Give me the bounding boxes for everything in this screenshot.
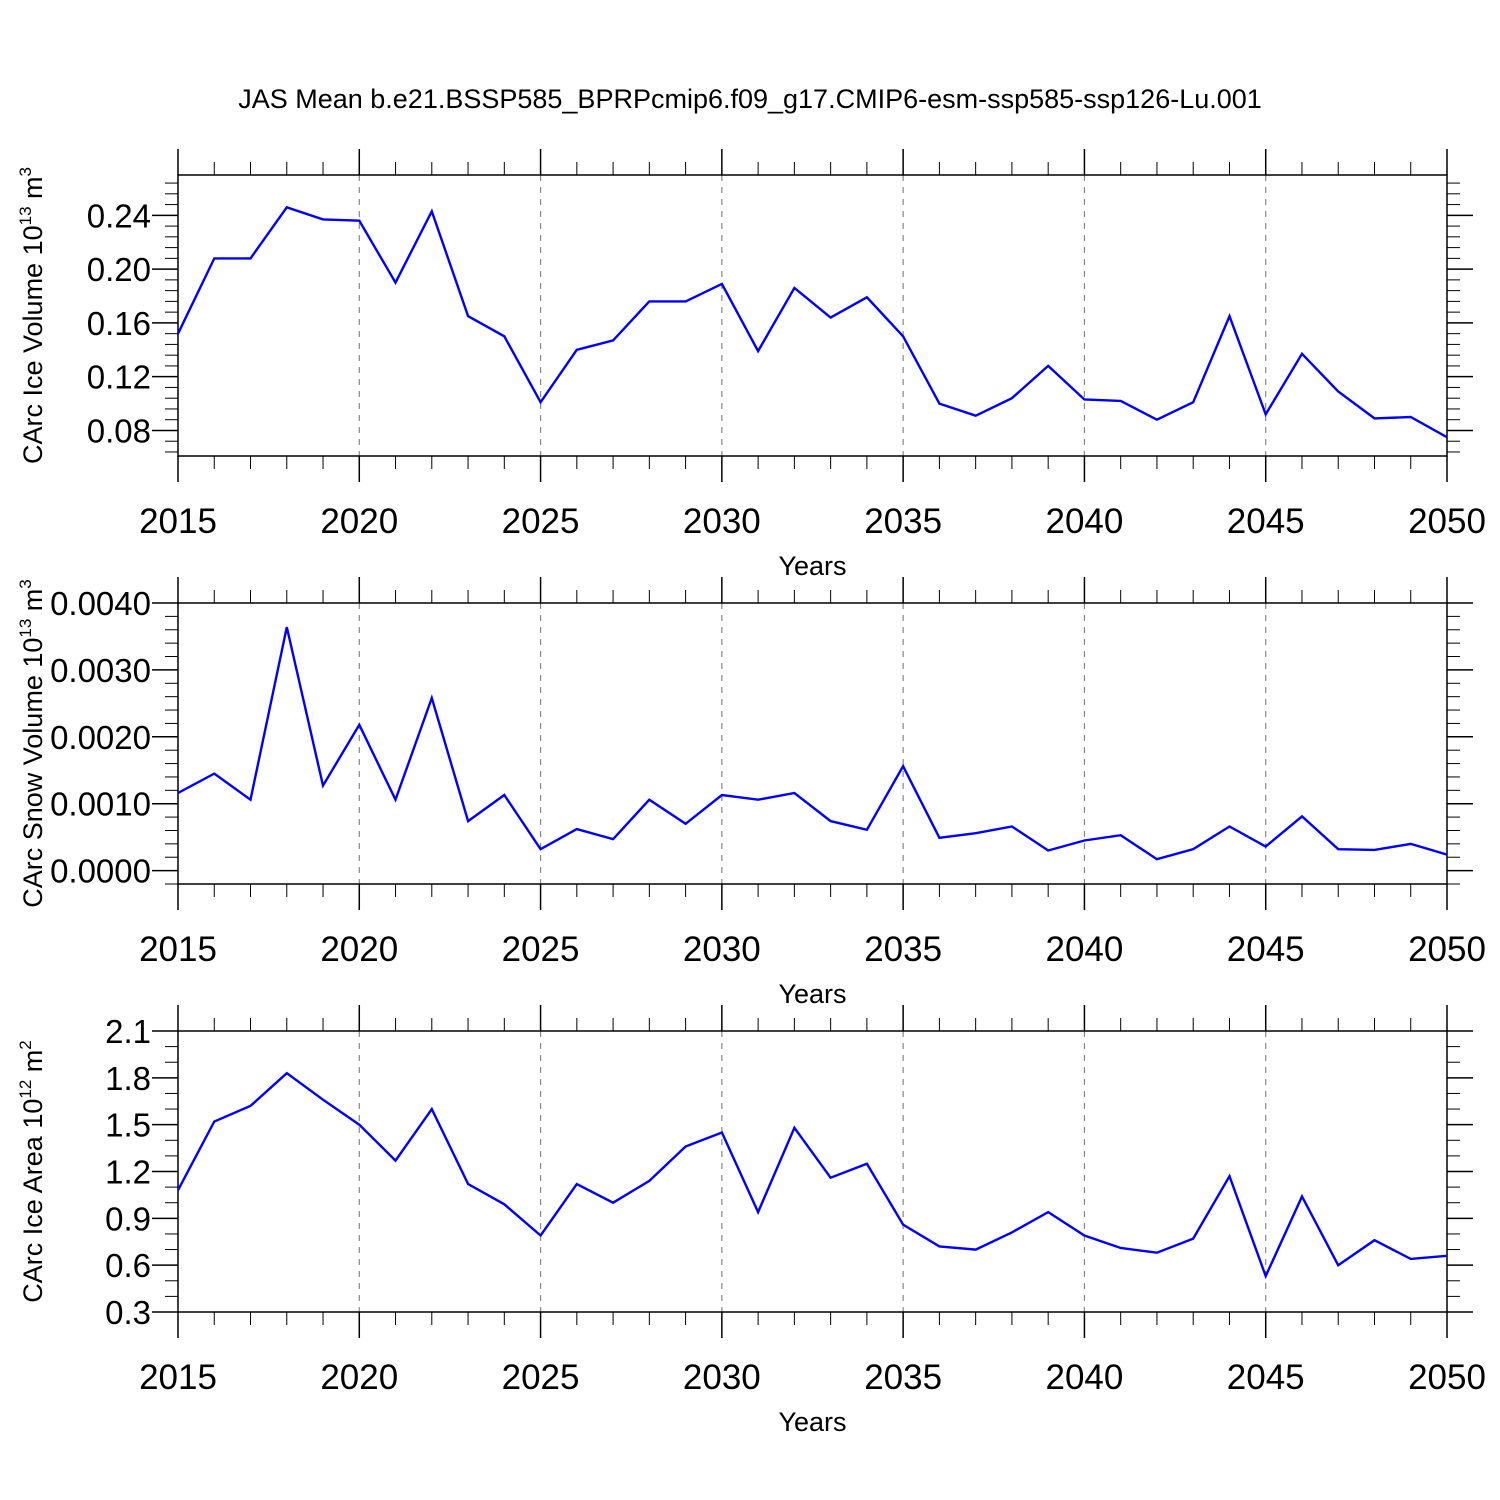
x-axis-title: Years bbox=[778, 1407, 846, 1437]
y-axis-title-part: 13 bbox=[16, 206, 35, 225]
x-tick-label: 2050 bbox=[1408, 1358, 1486, 1397]
x-axis-title: Years bbox=[778, 979, 846, 1009]
y-tick-label: 1.2 bbox=[105, 1154, 151, 1191]
plot-frame bbox=[177, 602, 1448, 885]
y-axis-title-part: m bbox=[18, 589, 48, 619]
series-line bbox=[178, 205, 1447, 439]
x-tick-label: 2030 bbox=[683, 930, 761, 969]
y-axis-title-part: m bbox=[18, 1050, 48, 1080]
x-tick-label: 2035 bbox=[864, 930, 942, 969]
y-axis-title: CArc Snow Volume 1013 m3 bbox=[16, 579, 48, 908]
y-tick-label: 1.8 bbox=[105, 1060, 151, 1097]
y-tick-label: 0.08 bbox=[87, 412, 151, 449]
chart-panel-1: 2015 2020 2025 2030 2035 2040 2045 2050 0.08 0.12… bbox=[16, 149, 1486, 581]
y-axis-title-part: m bbox=[18, 176, 48, 206]
series-line bbox=[178, 1071, 1447, 1280]
x-tick-label: 2045 bbox=[1227, 502, 1305, 541]
y-axis-title-part: 12 bbox=[16, 1080, 35, 1099]
y-tick-label: 0.12 bbox=[87, 359, 151, 396]
y-axis-title-part: 13 bbox=[16, 619, 35, 638]
x-tick-label: 2030 bbox=[683, 502, 761, 541]
y-axis-title-part: 2 bbox=[16, 1040, 35, 1049]
x-axis-title: Years bbox=[778, 551, 846, 581]
y-axis-title-part: 3 bbox=[16, 167, 35, 176]
plot-frame bbox=[177, 174, 1448, 457]
y-tick-label: 0.0040 bbox=[50, 585, 151, 622]
x-tick-label: 2050 bbox=[1408, 930, 1486, 969]
x-tick-label: 2025 bbox=[502, 1358, 580, 1397]
x-tick-label: 2045 bbox=[1227, 930, 1305, 969]
x-tick-label: 2040 bbox=[1045, 502, 1123, 541]
x-tick-label: 2030 bbox=[683, 1358, 761, 1397]
chart-panel-3: 2015 2020 2025 2030 2035 2040 2045 2050 0.3 0.6 0.… bbox=[16, 1005, 1486, 1437]
x-tick-label: 2035 bbox=[864, 1358, 942, 1397]
x-tick-label: 2040 bbox=[1045, 1358, 1123, 1397]
y-tick-label: 0.0010 bbox=[50, 786, 151, 823]
y-tick-label: 0.6 bbox=[105, 1247, 151, 1284]
y-tick-label: 0.0030 bbox=[50, 652, 151, 689]
x-tick-label: 2050 bbox=[1408, 502, 1486, 541]
chart-panel-2: 2015 2020 2025 2030 2035 2040 2045 2050 0.0000 0.… bbox=[16, 577, 1486, 1009]
x-tick-label: 2025 bbox=[502, 930, 580, 969]
y-tick-label: 0.9 bbox=[105, 1200, 151, 1237]
x-tick-label: 2020 bbox=[320, 1358, 398, 1397]
x-tick-label: 2045 bbox=[1227, 1358, 1305, 1397]
chart-title: JAS Mean b.e21.BSSP585_BPRPcmip6.f09_g17… bbox=[238, 84, 1262, 114]
x-tick-label: 2025 bbox=[502, 502, 580, 541]
y-tick-label: 0.3 bbox=[105, 1294, 151, 1331]
y-tick-label: 0.24 bbox=[87, 197, 151, 234]
y-tick-label: 0.0000 bbox=[50, 853, 151, 890]
y-axis-title-part: CArc Ice Area 10 bbox=[18, 1099, 48, 1303]
x-tick-label: 2020 bbox=[320, 930, 398, 969]
y-axis-title: CArc Ice Volume 1013 m3 bbox=[16, 167, 48, 464]
x-tick-label: 2015 bbox=[139, 502, 217, 541]
y-tick-label: 0.20 bbox=[87, 251, 151, 288]
x-tick-label: 2015 bbox=[139, 930, 217, 969]
plot-frame bbox=[177, 1030, 1448, 1313]
x-tick-label: 2020 bbox=[320, 502, 398, 541]
x-tick-label: 2040 bbox=[1045, 930, 1123, 969]
y-tick-label: 1.5 bbox=[105, 1107, 151, 1144]
y-tick-label: 2.1 bbox=[105, 1013, 151, 1050]
y-axis-title-part: CArc Ice Volume 10 bbox=[18, 225, 48, 464]
y-axis-title-part: CArc Snow Volume 10 bbox=[18, 638, 48, 908]
y-axis-title-part: 3 bbox=[16, 579, 35, 588]
y-axis-title: CArc Ice Area 1012 m2 bbox=[16, 1040, 48, 1303]
series-line bbox=[178, 626, 1447, 861]
x-tick-label: 2015 bbox=[139, 1358, 217, 1397]
y-tick-label: 0.16 bbox=[87, 305, 151, 342]
y-tick-label: 0.0020 bbox=[50, 719, 151, 756]
x-tick-label: 2035 bbox=[864, 502, 942, 541]
